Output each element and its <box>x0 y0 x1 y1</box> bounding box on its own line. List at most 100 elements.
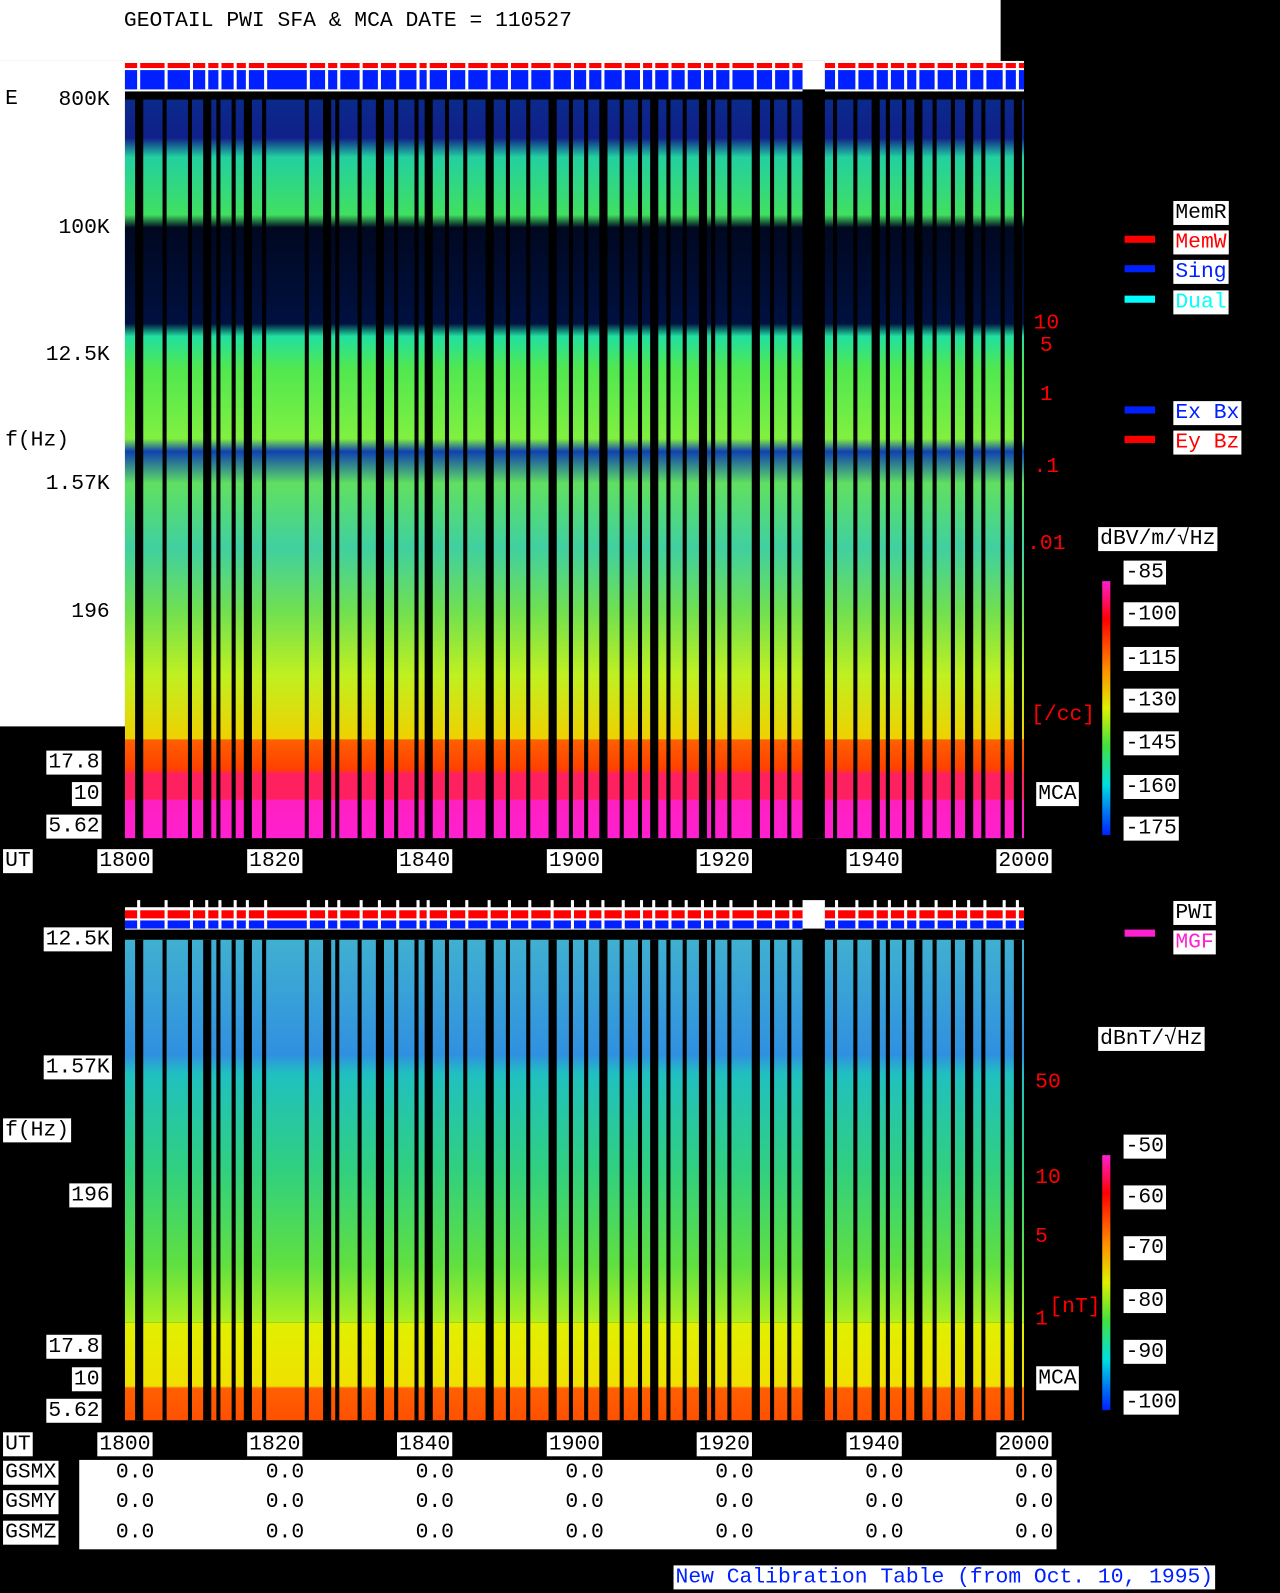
status-gap <box>873 60 877 90</box>
status-gap <box>218 60 222 90</box>
status-gap <box>934 60 938 90</box>
gap-stripe <box>885 99 890 839</box>
gap-stripe <box>424 99 433 839</box>
status-gap <box>772 60 776 90</box>
gap-stripe <box>637 99 643 839</box>
gap-stripe <box>1013 939 1022 1421</box>
label: 10 <box>1034 312 1060 336</box>
label: MemR <box>1175 201 1226 225</box>
gap-stripe <box>599 99 608 839</box>
gap-stripe <box>932 99 937 839</box>
label-box <box>46 1334 102 1359</box>
gap-stripe <box>203 99 212 839</box>
gap-stripe <box>162 99 167 839</box>
label: dBnT/√Hz <box>1100 1027 1202 1051</box>
gap-stripe <box>526 99 531 839</box>
status-gap <box>416 60 420 90</box>
label-box <box>46 1398 102 1423</box>
gap-stripe <box>902 939 907 1421</box>
status-gap <box>164 60 168 90</box>
label: -50 <box>1126 1135 1164 1159</box>
label: MGF <box>1175 930 1213 954</box>
label: 196 <box>71 1183 109 1207</box>
gap-stripe <box>548 99 557 839</box>
label: 0.0 <box>266 1490 304 1514</box>
status-gap <box>621 60 625 90</box>
label: 24 <box>74 727 100 751</box>
label: 1800 <box>99 849 150 873</box>
status-gap <box>713 900 717 929</box>
gap-stripe <box>1000 99 1005 839</box>
status-gap <box>465 900 469 929</box>
label: PWI <box>1175 901 1213 925</box>
label: Ey Bz <box>1175 431 1239 455</box>
status-gap <box>887 900 891 929</box>
status-gap <box>952 900 956 929</box>
label-box <box>3 1460 59 1485</box>
label: 5 <box>1040 334 1053 358</box>
status-gap <box>601 60 605 90</box>
status-gap <box>507 60 511 90</box>
status-gap <box>218 900 222 929</box>
gap-stripe <box>335 939 340 1421</box>
gap-stripe <box>711 939 716 1421</box>
status-gap <box>264 900 268 929</box>
gap-stripe <box>770 939 775 1421</box>
gap-stripe <box>463 99 468 839</box>
gap-stripe <box>711 99 716 839</box>
status-gap <box>713 60 717 90</box>
gap-stripe <box>914 99 923 839</box>
label-box <box>1123 1134 1167 1159</box>
gap-stripe <box>650 99 659 839</box>
label-box <box>247 1432 303 1457</box>
label: 5.62 <box>48 815 99 839</box>
label-box <box>97 849 153 874</box>
labels: GEOTAIL PWI SFA & MCA DATE = 110527 E 800K… <box>3 9 1242 1590</box>
label: 0.0 <box>416 1521 454 1545</box>
legend-swatch <box>1124 235 1156 243</box>
label-box <box>3 1490 59 1515</box>
status-gap <box>729 60 733 90</box>
label: 0.0 <box>865 1490 903 1514</box>
label: .1 <box>1034 455 1060 479</box>
status-gap <box>684 60 688 90</box>
status-gap <box>396 900 400 929</box>
label: B <box>5 927 18 951</box>
status-gap <box>700 900 704 929</box>
status-gap <box>904 60 908 90</box>
status-gap <box>337 60 341 90</box>
label: 1.57K <box>46 472 110 496</box>
label: -145 <box>1126 731 1177 755</box>
label-box <box>1123 688 1179 713</box>
gap-stripe <box>682 99 687 839</box>
gap-stripe <box>666 99 671 839</box>
gap-stripe <box>802 900 825 1421</box>
gap-stripe <box>463 939 468 1421</box>
label: GEOTAIL PWI SFA & MCA DATE = 110527 <box>124 9 572 33</box>
label: 800K <box>59 88 110 112</box>
label-box <box>1123 1289 1167 1314</box>
label: -115 <box>1126 647 1177 671</box>
label: 0.0 <box>715 1521 753 1545</box>
label: 0.0 <box>116 1490 154 1514</box>
label: 0.0 <box>715 1461 753 1485</box>
status-gap <box>446 60 451 90</box>
label: -175 <box>1126 817 1177 841</box>
gap-stripe <box>243 99 252 839</box>
gap-stripe <box>965 99 974 839</box>
label: 10 <box>1035 1166 1061 1190</box>
label-box <box>3 1432 33 1457</box>
gap-stripe <box>375 99 384 839</box>
status-gap <box>164 900 168 929</box>
legend-swatch <box>1124 265 1156 273</box>
label-box <box>1123 560 1167 585</box>
label: 0.0 <box>565 1461 603 1485</box>
label: Sing <box>1175 260 1226 284</box>
gap-stripe <box>203 939 212 1421</box>
label: 1800 <box>99 1432 150 1456</box>
gap-stripe <box>853 939 858 1421</box>
status-gap <box>835 900 839 929</box>
gap-stripe <box>485 99 494 839</box>
status-gap <box>189 60 194 90</box>
gap-stripe <box>335 99 340 839</box>
